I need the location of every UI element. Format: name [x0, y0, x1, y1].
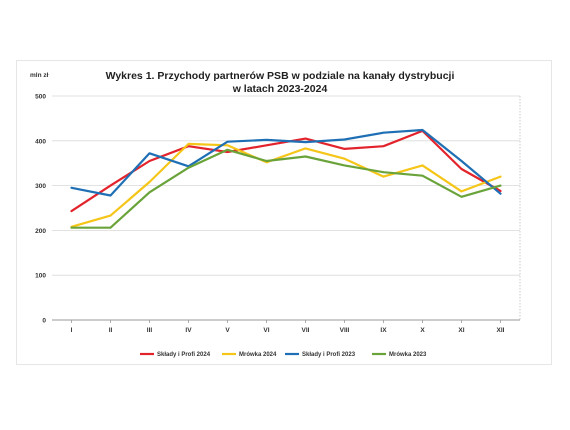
x-tick-labels: I II III IV V VI VII VIII IX X XI XII: [71, 320, 505, 334]
chart-title-line2: w latach 2023-2024: [232, 83, 328, 95]
series-line-3: [70, 128, 502, 197]
y-tick-label: 200: [35, 228, 46, 235]
grid-lines: [52, 95, 521, 321]
y-axis-unit: mln zł: [30, 72, 49, 79]
series-line-4: [70, 148, 502, 229]
legend: Składy i Profi 2024 Mrówka 2024 Składy i P…: [140, 352, 427, 358]
x-tick-label: I: [71, 327, 73, 334]
series-line-1: [70, 129, 502, 213]
series-line-2: [70, 142, 502, 228]
x-tick-label: X: [420, 327, 425, 334]
x-tick-label: V: [225, 327, 230, 334]
x-tick-label: VIII: [340, 327, 350, 334]
legend-label: Mrówka 2024: [239, 352, 277, 358]
x-tick-label: IX: [380, 327, 387, 334]
y-tick-label: 300: [35, 183, 46, 190]
y-tick-label: 500: [35, 94, 46, 101]
series-lines: [70, 128, 502, 229]
x-tick-label: III: [147, 327, 153, 334]
x-tick-label: VI: [263, 327, 269, 334]
chart-frame: [16, 60, 552, 365]
x-tick-label: II: [109, 327, 113, 334]
x-tick-label: VII: [302, 327, 310, 334]
y-tick-label: 400: [35, 138, 46, 145]
y-tick-label: 100: [35, 273, 46, 280]
x-tick-label: XII: [497, 327, 505, 334]
y-tick-label: 0: [42, 318, 46, 325]
chart-title-line1: Wykres 1. Przychody partnerów PSB w podz…: [106, 70, 455, 82]
y-tick-labels: 0 100 200 300 400 500: [35, 94, 46, 325]
legend-label: Mrówka 2023: [389, 352, 427, 358]
legend-label: Składy i Profi 2024: [157, 352, 211, 358]
x-tick-label: XI: [458, 327, 464, 334]
x-tick-label: IV: [185, 327, 192, 334]
legend-label: Składy i Profi 2023: [302, 352, 356, 358]
